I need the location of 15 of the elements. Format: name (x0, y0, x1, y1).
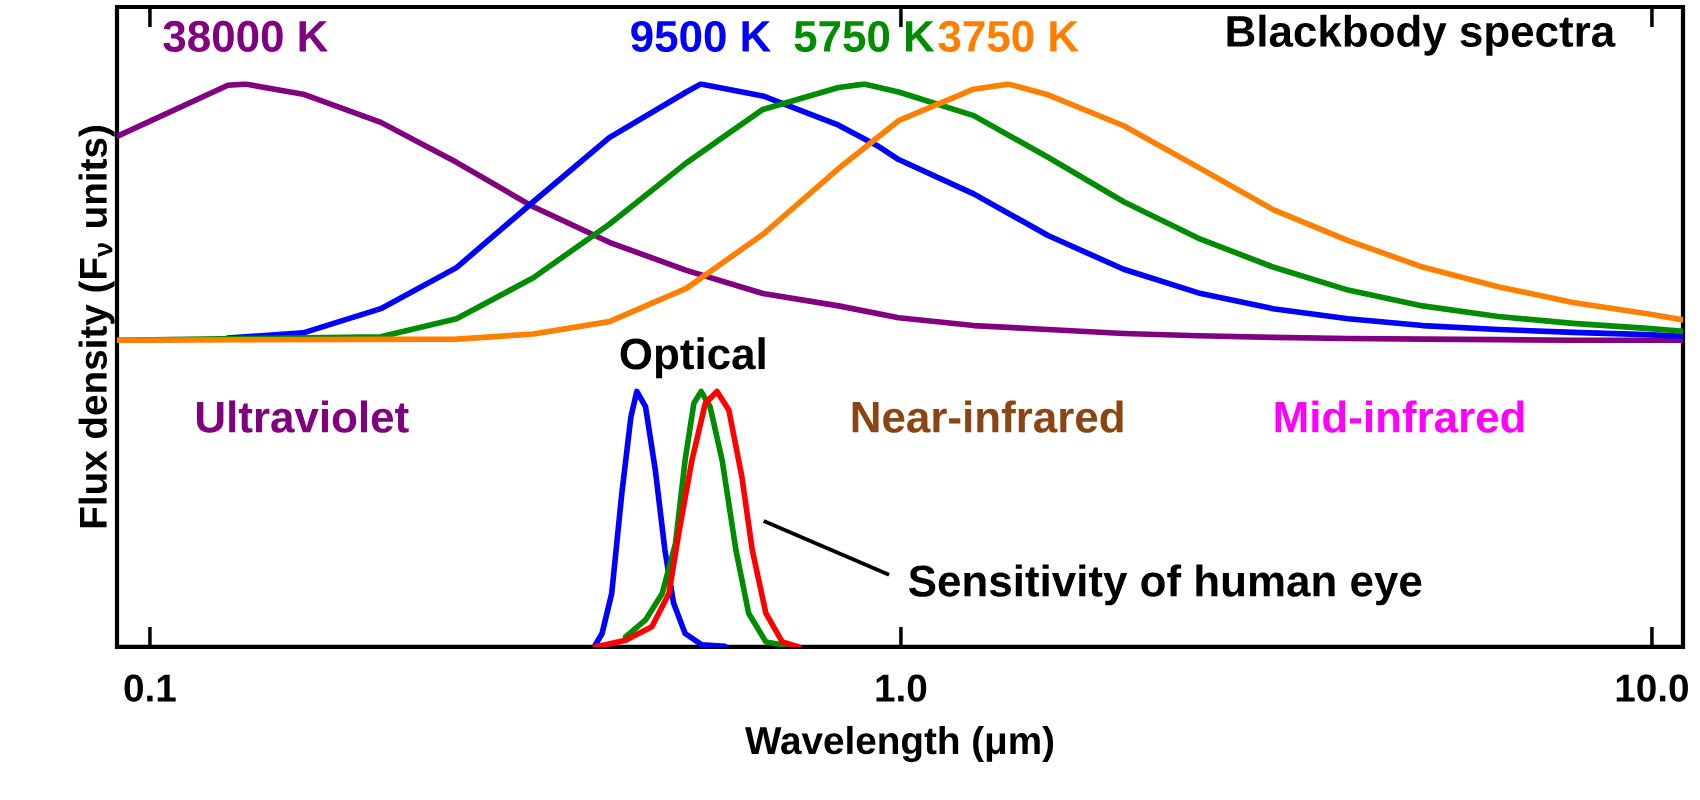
chart-title: Blackbody spectra (1227, 14, 1616, 56)
annotation: Optical (620, 337, 765, 379)
annotation: Mid-infrared (1275, 400, 1524, 433)
x-tick-label: 1.0 (876, 674, 927, 702)
annotation: Near-infrared (852, 400, 1123, 433)
series-label: 3750 K (938, 20, 1079, 52)
series-label: 5750 K (794, 20, 935, 52)
series-label: 38000 K (163, 20, 328, 52)
annotation: Sensitivity of human eye (908, 564, 1422, 606)
annotation: Ultraviolet (197, 400, 409, 433)
series-label: 9500 K (631, 20, 771, 52)
y-axis-title: Flux density (F$_{ν}$ units) (78, 126, 115, 528)
x-axis-title: Wavelength (μm) (745, 725, 1054, 763)
x-tick-label: 0.1 (124, 674, 176, 702)
x-tick-label: 10.0 (1616, 674, 1688, 702)
